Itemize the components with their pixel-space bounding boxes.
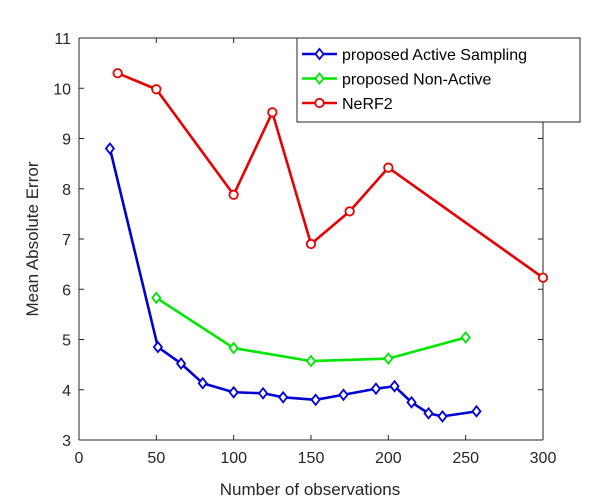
x-tick-label: 200 (375, 450, 402, 467)
data-point (471, 404, 482, 418)
data-point (406, 395, 417, 409)
data-point (257, 386, 269, 400)
x-axis-title: Number of observations (220, 480, 400, 499)
legend-label: proposed Non-Active (342, 72, 492, 89)
legend-marker (314, 72, 325, 85)
legend-item: proposed Non-Active (302, 72, 492, 89)
x-tick-label: 0 (75, 450, 84, 467)
data-point (305, 354, 317, 368)
y-tick-label: 4 (62, 383, 71, 400)
data-point (344, 206, 355, 217)
data-point (197, 376, 208, 390)
x-tick-label: 300 (530, 450, 557, 467)
data-point (104, 142, 116, 155)
data-point (389, 379, 400, 393)
series-layer (104, 68, 549, 423)
x-tick-label: 250 (452, 450, 479, 467)
data-point (228, 189, 239, 200)
data-point (338, 388, 349, 402)
data-point (175, 357, 187, 371)
series-1 (104, 142, 482, 423)
data-point (460, 331, 471, 344)
y-tick-label: 9 (62, 132, 71, 149)
y-tick-label: 5 (62, 333, 71, 350)
data-point (305, 238, 317, 250)
legend-item: proposed Active Sampling (302, 47, 527, 64)
data-point (383, 162, 394, 173)
series-3 (112, 68, 549, 283)
y-tick-label: 10 (53, 81, 71, 98)
y-tick-label: 7 (62, 232, 71, 249)
legend-marker (314, 47, 325, 61)
y-tick-label: 11 (54, 31, 71, 48)
data-point (437, 409, 448, 423)
legend-label: NeRF2 (342, 96, 393, 113)
data-point (267, 107, 278, 118)
data-point (537, 272, 549, 283)
data-point (152, 340, 164, 354)
axes: 0 50 100 150 200 250 300 3 4 5 6 7 8 9 10 11 (53, 31, 556, 467)
data-point (228, 385, 239, 399)
data-point (151, 84, 162, 95)
data-point (383, 352, 394, 366)
data-point (278, 390, 289, 404)
data-point (370, 382, 382, 396)
y-tick-label: 6 (62, 282, 71, 299)
y-tick-label: 3 (62, 433, 71, 450)
y-axis-title: Mean Absolute Error (23, 161, 42, 316)
data-point (151, 291, 162, 305)
legend-marker (314, 97, 325, 109)
series-line (117, 71, 544, 279)
x-tick-label: 100 (220, 450, 247, 467)
data-point (228, 341, 239, 355)
data-point (423, 406, 434, 420)
data-point (310, 393, 321, 407)
y-tick-label: 8 (62, 182, 71, 199)
legend-box (296, 37, 581, 123)
data-point (112, 68, 123, 79)
legend-item: NeRF2 (302, 96, 393, 113)
x-tick-label: 150 (298, 450, 325, 467)
legend: proposed Active Sampling proposed Non-Act… (296, 37, 581, 123)
series-2 (151, 291, 471, 368)
x-tick-label: 50 (147, 450, 165, 467)
legend-label: proposed Active Sampling (342, 47, 527, 64)
